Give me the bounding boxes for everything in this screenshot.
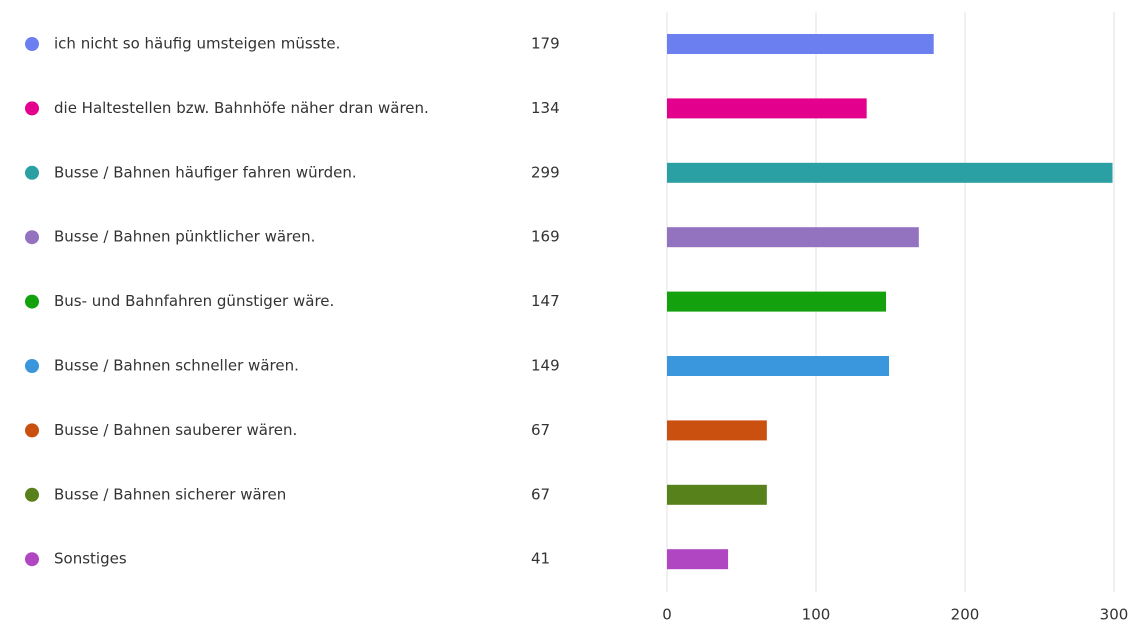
value-label: 299 (531, 163, 560, 181)
category-label: Busse / Bahnen sauberer wären. (54, 421, 297, 439)
x-tick-label: 0 (662, 606, 672, 624)
category-label: Sonstiges (54, 550, 127, 568)
value-label: 179 (531, 35, 560, 53)
bar (667, 162, 1113, 183)
category-label: ich nicht so häufig umsteigen müsste. (54, 35, 340, 53)
bar (667, 291, 887, 312)
value-label: 67 (531, 421, 550, 439)
value-label: 147 (531, 292, 560, 310)
value-label: 41 (531, 550, 550, 568)
x-tick-label: 100 (802, 606, 831, 624)
bar (667, 420, 767, 441)
category-label: Busse / Bahnen schneller wären. (54, 357, 299, 375)
legend-dot (25, 552, 39, 567)
category-label: Busse / Bahnen pünktlicher wären. (54, 228, 315, 246)
value-label: 67 (531, 485, 550, 503)
value-label: 169 (531, 228, 560, 246)
legend-dot (25, 294, 39, 309)
legend-dot (25, 165, 39, 180)
bar (667, 98, 867, 119)
legend-dot (25, 423, 39, 438)
legend-dot (25, 101, 39, 116)
x-tick-label: 200 (951, 606, 980, 624)
bar (667, 34, 934, 54)
legend-dot (25, 230, 39, 245)
bar (667, 356, 890, 376)
category-label: Busse / Bahnen häufiger fahren würden. (54, 163, 357, 181)
bar (667, 227, 919, 248)
bar (667, 484, 767, 505)
value-label: 149 (531, 357, 560, 375)
legend-dot (25, 359, 39, 373)
value-label: 134 (531, 99, 560, 117)
legend-dot (25, 487, 39, 502)
bar (667, 549, 729, 570)
category-label: Bus- und Bahnfahren günstiger wäre. (54, 292, 334, 310)
category-label: Busse / Bahnen sicherer wären (54, 485, 286, 503)
category-label: die Haltestellen bzw. Bahnhöfe näher dra… (54, 99, 429, 117)
legend-dot (25, 37, 39, 51)
x-tick-label: 300 (1100, 606, 1129, 624)
